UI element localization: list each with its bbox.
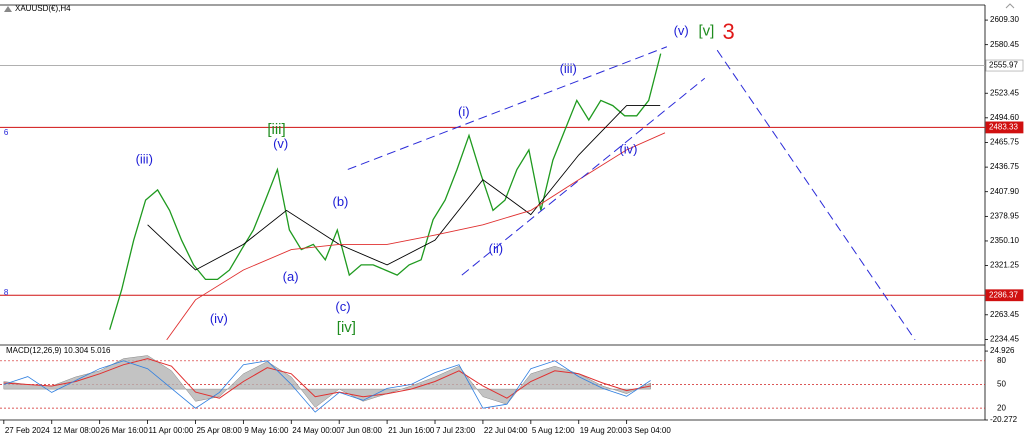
wave-label: (v) xyxy=(273,136,288,151)
wave-label: (iv) xyxy=(619,141,637,156)
y2-tick-label: 20 xyxy=(997,403,1006,412)
wave-label: [iv] xyxy=(337,319,356,336)
y-tick-label: 2494.60 xyxy=(990,113,1019,122)
chart-title: XAUUSD(€),H4 xyxy=(15,4,71,13)
x-tick-label: 5 Aug 12:00 xyxy=(532,426,575,435)
series-line xyxy=(166,132,666,341)
x-tick-label: 25 Apr 08:00 xyxy=(196,426,242,435)
wave-label: (v) xyxy=(674,23,689,38)
wave-label: (ii) xyxy=(489,241,503,256)
wave-label: (i) xyxy=(458,104,470,119)
y-tick-label: 2523.45 xyxy=(990,88,1019,97)
y-tick-label: 2436.75 xyxy=(990,162,1019,171)
price-label: 2555.97 xyxy=(989,61,1018,70)
y-tick-label: 2321.25 xyxy=(990,261,1019,270)
x-tick-label: 22 Jul 04:00 xyxy=(484,426,528,435)
y-tick-label: 2263.45 xyxy=(990,310,1019,319)
x-tick-label: 24 May 00:00 xyxy=(292,426,341,435)
symbol-icon xyxy=(4,6,12,12)
wave-label: (b) xyxy=(332,194,348,209)
wave-label: 8 xyxy=(4,288,9,297)
scroll-button[interactable] xyxy=(1005,3,1015,9)
y-tick-label: 2465.75 xyxy=(990,138,1019,147)
y-tick-label: -20.272 xyxy=(990,415,1018,424)
wave-label: 6 xyxy=(4,128,9,137)
y-tick-label: 2378.95 xyxy=(990,211,1019,220)
wave-label: (iv) xyxy=(210,311,228,326)
wave-label: 3 xyxy=(722,19,734,44)
x-tick-label: 12 Mar 08:00 xyxy=(53,426,101,435)
price-box xyxy=(985,289,1024,302)
x-tick-label: 3 Sep 04:00 xyxy=(628,426,672,435)
y2-tick-label: 80 xyxy=(997,356,1006,365)
wave-label: (a) xyxy=(283,269,299,284)
y-tick-label: 2407.90 xyxy=(990,187,1019,196)
price-label: 2286.37 xyxy=(989,290,1018,299)
x-tick-label: 19 Aug 20:00 xyxy=(580,426,628,435)
trend-line xyxy=(461,77,706,276)
price-box xyxy=(985,121,1024,134)
series-line xyxy=(3,360,651,413)
y-tick-label: 2580.45 xyxy=(990,40,1019,49)
x-tick-label: 7 Jun 08:00 xyxy=(340,426,382,435)
y-tick-label: 2350.10 xyxy=(990,236,1019,245)
trend-line xyxy=(347,46,668,170)
wave-label: (c) xyxy=(335,299,350,314)
y2-tick-label: 50 xyxy=(997,380,1006,389)
x-tick-label: 26 Mar 16:00 xyxy=(101,426,149,435)
y-tick-label: 2234.45 xyxy=(990,335,1019,344)
indicator-title: MACD(12,26,9) 10.304 5.016 xyxy=(6,346,111,355)
wave-label: (iii) xyxy=(560,61,577,76)
y-tick-label: 24.926 xyxy=(990,346,1015,355)
price-label: 2483.33 xyxy=(989,123,1018,132)
x-tick-label: 9 May 16:00 xyxy=(244,426,289,435)
x-tick-label: 11 Apr 00:00 xyxy=(149,426,194,435)
x-tick-label: 7 Jul 23:00 xyxy=(436,426,476,435)
x-tick-label: 21 Jun 16:00 xyxy=(388,426,435,435)
price-box xyxy=(985,59,1024,72)
y-tick-label: 2609.30 xyxy=(990,15,1019,24)
series-line xyxy=(147,105,661,271)
wave-label: [v] xyxy=(699,22,715,39)
wave-label: [iii] xyxy=(267,121,285,138)
trend-line xyxy=(716,49,916,341)
series-line xyxy=(3,358,651,399)
series-line xyxy=(109,53,662,330)
x-tick-label: 27 Feb 2024 xyxy=(5,426,50,435)
wave-label: (iii) xyxy=(136,152,153,167)
